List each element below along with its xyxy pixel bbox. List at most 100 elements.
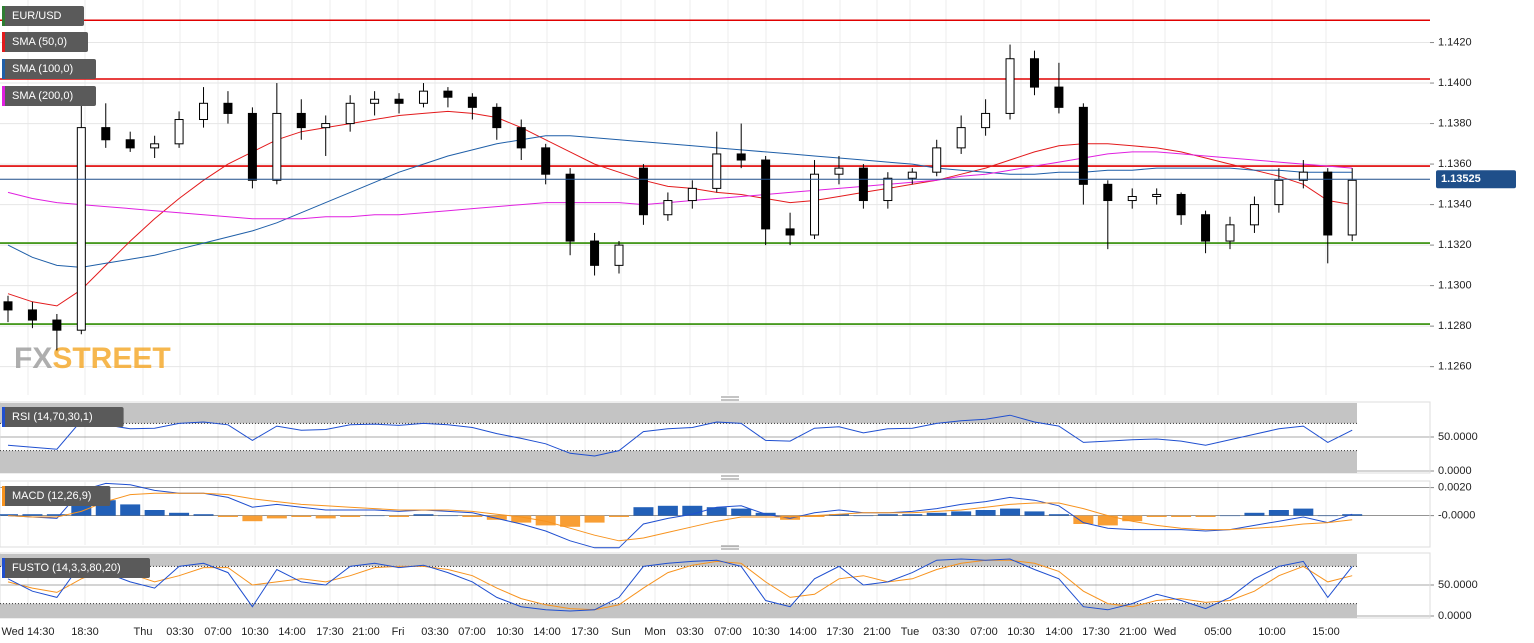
x-tick-label: Mon <box>644 626 665 638</box>
candle-body <box>663 200 673 216</box>
candle-body <box>1201 214 1211 242</box>
x-tick-label: 10:00 <box>1258 626 1286 638</box>
histogram-bar <box>1073 515 1094 524</box>
x-tick-label: 07:00 <box>204 626 232 638</box>
legend-label: EUR/USD <box>12 10 62 22</box>
candle-body <box>1176 193 1186 216</box>
x-tick-label: 10:30 <box>752 626 780 638</box>
histogram-bar <box>828 514 849 516</box>
candle-body <box>370 98 380 104</box>
candle-body <box>247 112 257 181</box>
legend-label: SMA (50,0) <box>12 36 67 48</box>
histogram-bar <box>1342 514 1363 516</box>
watermark: FXSTREET <box>14 342 171 375</box>
legend-swatch <box>2 86 5 106</box>
candle-body <box>932 147 942 173</box>
histogram-bar <box>877 514 898 516</box>
y-tick-label: 50.0000 <box>1438 579 1478 591</box>
x-tick-label: 03:30 <box>166 626 194 638</box>
x-tick-label: Fri <box>392 626 405 638</box>
histogram-bar <box>1024 511 1045 516</box>
histogram-bar <box>975 510 996 516</box>
x-tick-label: 17:30 <box>1082 626 1110 638</box>
band-lower <box>0 450 1357 473</box>
candle-body <box>27 309 37 321</box>
legend-label: SMA (100,0) <box>12 63 73 75</box>
x-tick-label: 14:00 <box>278 626 306 638</box>
candle-body <box>565 173 575 242</box>
legend-label: SMA (200,0) <box>12 90 73 102</box>
histogram-bar <box>1195 515 1216 517</box>
histogram-bar <box>266 515 287 519</box>
x-tick-label: 17:30 <box>316 626 344 638</box>
band-lower <box>0 603 1357 618</box>
last-price-label: 1.13525 <box>1441 173 1481 185</box>
candle-body <box>492 106 502 129</box>
y-tick-label: 0.0000 <box>1438 610 1472 622</box>
histogram-bar <box>1293 508 1314 516</box>
histogram-bar <box>364 515 385 517</box>
histogram-bar <box>169 512 190 516</box>
candle-body <box>1103 183 1113 202</box>
x-tick-label: 14:00 <box>1045 626 1073 638</box>
legend-label: FUSTO (14,3,3,80,20) <box>12 562 121 574</box>
histogram-bar <box>682 505 703 516</box>
x-tick-label: 10:30 <box>496 626 524 638</box>
legend-box <box>2 86 96 106</box>
x-tick-label: 05:00 <box>1204 626 1232 638</box>
histogram-bar <box>1317 515 1338 517</box>
histogram-bar <box>1244 512 1265 516</box>
candle-body <box>52 319 62 331</box>
candle-body <box>1249 204 1259 226</box>
histogram-bar <box>535 515 556 526</box>
y-tick-label: 1.1300 <box>1438 280 1472 292</box>
candle-body <box>638 167 648 216</box>
sma-line <box>7 110 1353 307</box>
legend-swatch <box>2 486 5 506</box>
candle-body <box>761 159 771 230</box>
histogram-bar <box>0 514 18 516</box>
legend-swatch <box>2 6 5 26</box>
x-tick-label: 17:30 <box>571 626 599 638</box>
histogram-bar <box>1268 510 1289 516</box>
band-upper <box>0 554 1357 567</box>
candle-body <box>1029 58 1039 88</box>
histogram-bar <box>120 504 141 516</box>
y-tick-label: -0.0000 <box>1438 510 1475 522</box>
histogram-bar <box>193 514 214 516</box>
candle-body <box>956 127 966 149</box>
indicator-line <box>7 559 1353 611</box>
x-tick-label: Wed 14:30 <box>1 626 54 638</box>
histogram-bar <box>706 507 727 516</box>
watermark-fx: FX <box>14 342 52 375</box>
legend-swatch <box>2 407 5 427</box>
legend-swatch <box>2 558 5 578</box>
indicator-line <box>7 558 1353 612</box>
candle-body <box>687 187 697 202</box>
histogram-bar <box>315 515 336 519</box>
candle-body <box>296 112 306 129</box>
candle-body <box>125 139 135 149</box>
x-tick-label: 17:30 <box>826 626 854 638</box>
candle-body <box>174 119 184 145</box>
candle-body <box>394 98 404 104</box>
candle-body <box>1225 224 1235 242</box>
candle-body <box>1274 179 1284 206</box>
histogram-bar <box>511 515 532 523</box>
histogram-bar <box>413 514 434 516</box>
histogram-bar <box>633 507 654 516</box>
panel-frame <box>0 480 1431 548</box>
candle-body <box>1323 171 1333 236</box>
indicator-line <box>7 414 1353 457</box>
histogram-bar <box>340 515 361 517</box>
histogram-bar <box>462 515 483 517</box>
candle-body <box>223 102 233 114</box>
y-tick-label: 1.1340 <box>1438 198 1472 210</box>
x-tick-label: 14:00 <box>789 626 817 638</box>
candle-body <box>1298 171 1308 181</box>
histogram-bar <box>804 515 825 517</box>
legend-box <box>2 558 150 578</box>
histogram-bar <box>217 515 238 517</box>
